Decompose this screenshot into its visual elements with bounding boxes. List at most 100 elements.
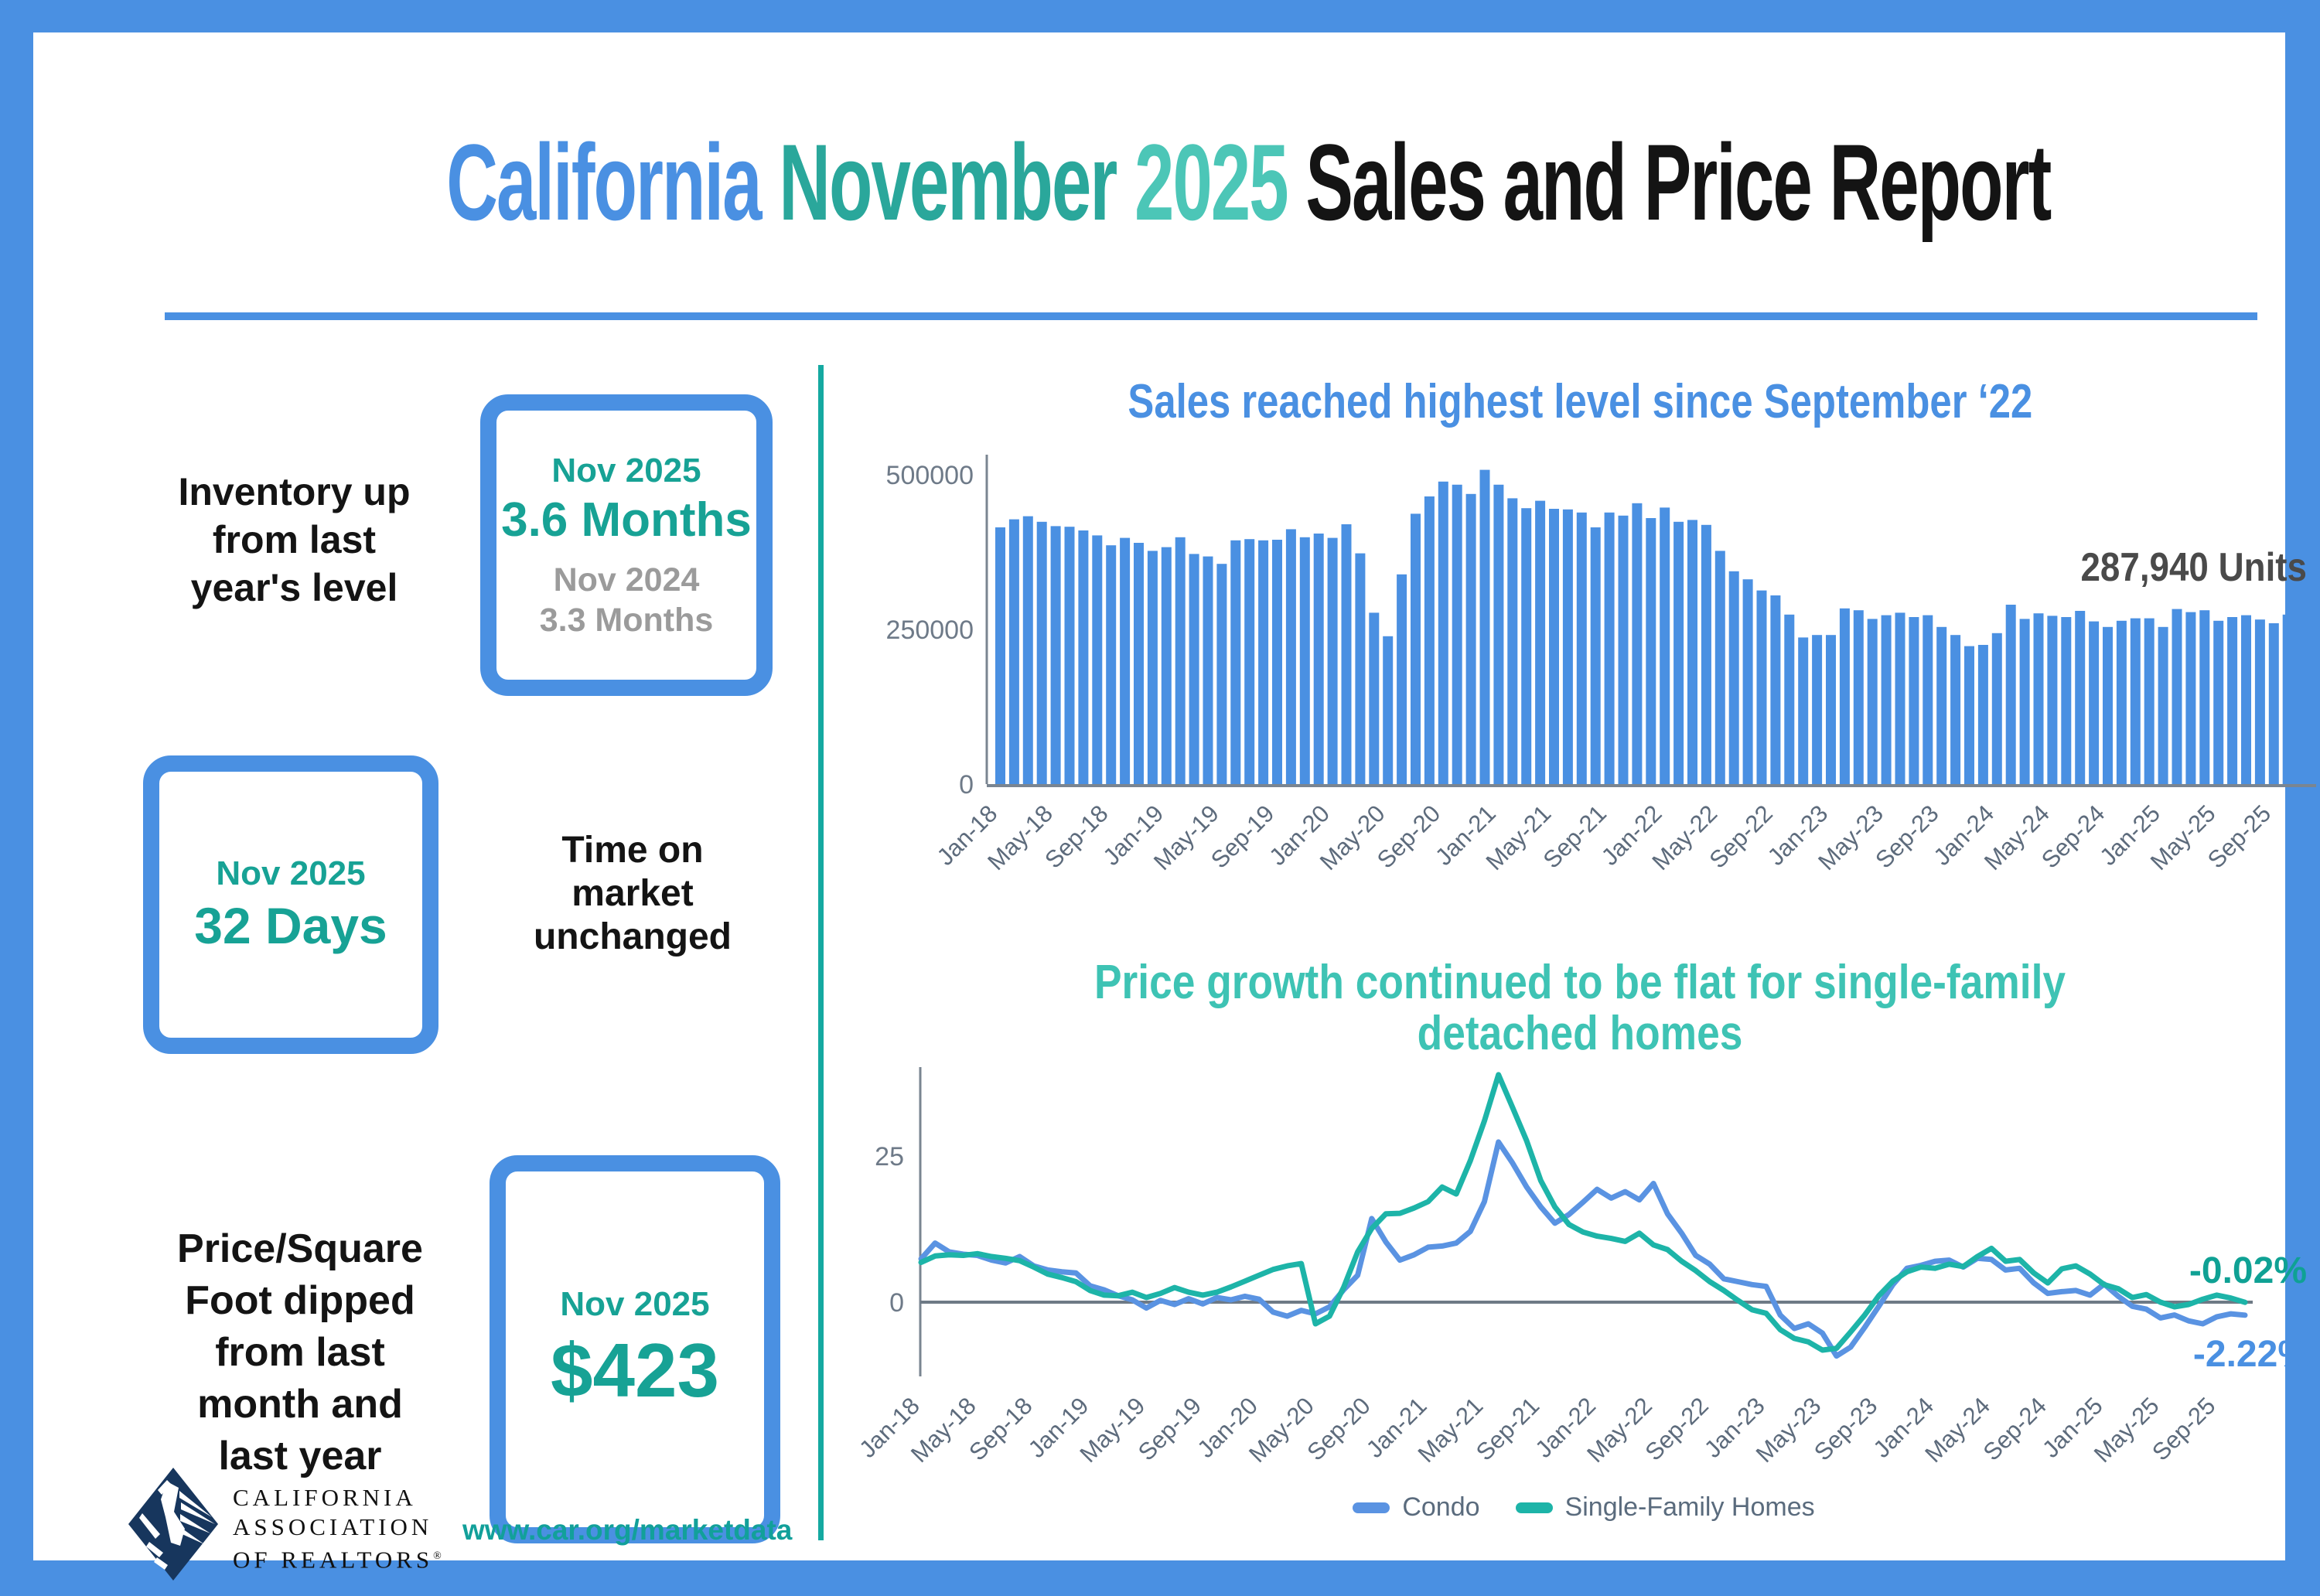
bar (1728, 571, 1739, 784)
bar (2103, 626, 2113, 784)
bar (1714, 551, 1725, 784)
bar (2075, 611, 2086, 784)
bar (1839, 608, 1850, 784)
bar (2047, 616, 2058, 784)
bar-x-tick: Sep-23 (1870, 800, 1943, 873)
time-on-market-stat-label: Time on market unchanged (478, 829, 787, 959)
bar (2033, 613, 2044, 784)
bar (2144, 618, 2155, 784)
line-y-tick: 0 (889, 1288, 904, 1318)
bar (2227, 617, 2238, 784)
chart-legend: Condo Single-Family Homes (845, 1492, 2320, 1523)
line-x-tick: Sep-18 (964, 1392, 1037, 1465)
price-sqft-value: $423 (550, 1328, 719, 1413)
bar (1826, 635, 1836, 784)
title-november: November (779, 121, 1135, 243)
bar (1812, 635, 1823, 784)
title-california: California (446, 121, 780, 243)
bar (1383, 636, 1394, 784)
time-on-market-label-line: unchanged (533, 916, 732, 957)
bar (2130, 618, 2141, 784)
bar (1397, 574, 1407, 784)
bar (1438, 481, 1448, 784)
bar (1687, 520, 1697, 784)
series-Condo (918, 1139, 2248, 1359)
bar (1050, 526, 1061, 784)
car-logo-icon (128, 1468, 218, 1584)
bar (2213, 620, 2224, 784)
price-sqft-label-line: month and (197, 1382, 403, 1427)
bar (2158, 626, 2168, 784)
bar (1632, 503, 1643, 784)
price-sqft-label-line: Price/Square (177, 1226, 423, 1271)
price-sqft-stat-label: Price/Square Foot dipped from last month… (126, 1223, 474, 1482)
sales-bar-chart: 0250000500000Jan-18May-18Sep-18Jan-19May… (886, 455, 2316, 875)
condo-legend-swatch-icon (1353, 1502, 1390, 1513)
time-on-market-label-line: Time on (561, 830, 704, 871)
price-sqft-label-line: last year (218, 1434, 382, 1478)
bar (1618, 515, 1629, 784)
bar (1964, 646, 1974, 784)
legend-item-condo: Condo (1353, 1492, 1480, 1523)
inventory-compare-value: 3.3 Months (539, 602, 714, 639)
page-title: California November 2025 Sales and Price… (33, 125, 2320, 239)
bar (1189, 554, 1199, 784)
inventory-period: Nov 2025 (551, 452, 701, 489)
registered-mark: ® (433, 1550, 442, 1562)
time-on-market-value: 32 Days (194, 897, 387, 954)
bar (1092, 535, 1103, 784)
inventory-compare-period: Nov 2024 (553, 561, 700, 598)
bar (1424, 496, 1435, 784)
bar-x-tick: Sep-18 (1039, 800, 1113, 873)
bar (1784, 614, 1795, 784)
title-year: 2025 (1134, 121, 1306, 243)
time-on-market-label-line: market (571, 873, 694, 914)
line-x-tick: Sep-21 (1471, 1392, 1544, 1465)
bar-x-tick: Sep-25 (2202, 800, 2276, 873)
bar (1977, 645, 1988, 784)
sfh-legend-swatch-icon (1515, 1502, 1553, 1513)
bar-x-tick: Sep-22 (1704, 800, 1777, 873)
bar (1549, 509, 1559, 784)
price-sqft-period: Nov 2025 (560, 1285, 710, 1323)
condo-final-annotation: -2.22% (2192, 1334, 2311, 1375)
condo-legend-label: Condo (1402, 1492, 1480, 1522)
bar (1646, 518, 1656, 784)
inventory-label-line: year's level (190, 566, 398, 609)
bar (1923, 615, 1933, 784)
bar (2061, 617, 2072, 784)
price-sqft-stat-box: Nov 2025 $423 (490, 1155, 780, 1543)
bar (1036, 521, 1047, 784)
bar (1562, 509, 1573, 784)
inventory-value: 3.6 Months (501, 493, 752, 547)
bar (1853, 610, 1864, 784)
inventory-stat-box: Nov 2025 3.6 Months Nov 2024 3.3 Months (480, 394, 773, 696)
bar (1411, 513, 1421, 784)
line-x-tick: Sep-20 (1302, 1392, 1375, 1465)
bar (2199, 610, 2210, 784)
line-x-tick: Sep-24 (1978, 1392, 2052, 1465)
inventory-label-line: Inventory up (178, 470, 411, 513)
bar (2282, 614, 2293, 784)
bar (1895, 612, 1905, 784)
bar (2268, 623, 2279, 784)
legend-item-sfh: Single-Family Homes (1515, 1492, 1815, 1523)
line-chart-title: Price growth continued to be flat for si… (884, 957, 2276, 1059)
sfh-legend-label: Single-Family Homes (1564, 1492, 1815, 1522)
marketdata-link[interactable]: www.car.org/marketdata (462, 1514, 793, 1546)
bar (995, 527, 1005, 784)
bar (1022, 516, 1033, 784)
bar (1216, 564, 1227, 784)
bar (2089, 621, 2100, 784)
bar (1272, 540, 1282, 784)
bar (1244, 539, 1255, 784)
bar (1742, 579, 1753, 784)
bar-y-tick: 250000 (886, 616, 974, 645)
inventory-stat-label: Inventory up from last year's level (134, 468, 455, 612)
bar (2296, 605, 2307, 784)
bar (1770, 595, 1781, 784)
vertical-divider (818, 365, 824, 1540)
title-divider-rule (165, 312, 2257, 320)
price-growth-line-chart: 250Jan-18May-18Sep-18Jan-19May-19Sep-19J… (854, 1067, 2253, 1468)
bar (1950, 635, 1961, 784)
